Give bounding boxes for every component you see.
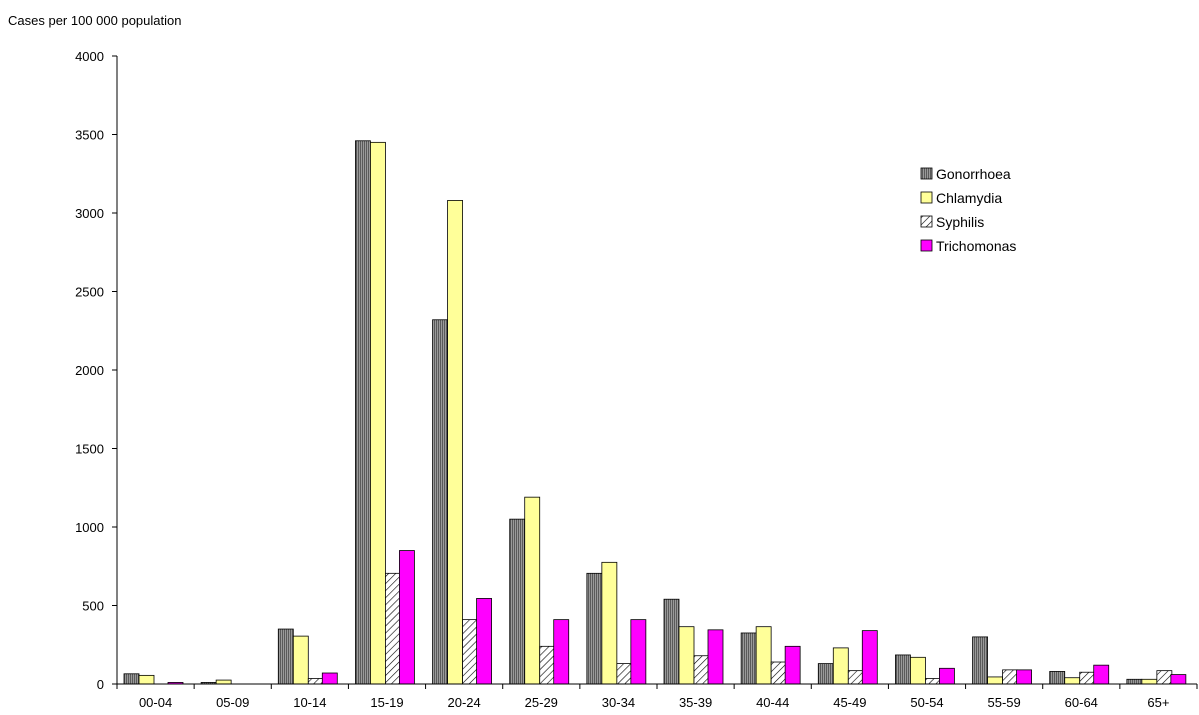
bar-chlamydia-40-44 <box>755 626 772 685</box>
bar-syphilis-60-64 <box>1079 671 1096 685</box>
bar-trichomonas-30-34 <box>630 619 647 685</box>
y-axis-label: Cases per 100 000 population <box>8 13 181 28</box>
bar-chlamydia-05-09 <box>215 679 232 685</box>
bar-chlamydia-25-29 <box>524 496 541 685</box>
x-axis: 00-04 05-09 10-14 15-19 20-24 25-29 30-34 35-39… <box>116 684 1198 710</box>
bar-chlamydia-50-54 <box>910 656 926 685</box>
bar-trichomonas-50-54 <box>939 667 955 685</box>
bar-chlamydia-35-39 <box>678 626 695 685</box>
x-tick-label: 05-09 <box>216 695 249 710</box>
x-tick-label: 65+ <box>1147 695 1169 710</box>
bar-gonorrhoea-20-24 <box>432 319 448 685</box>
bar-gonorrhoea-10-14 <box>277 628 294 685</box>
bar-trichomonas-10-14 <box>321 672 338 685</box>
bar-trichomonas-65+ <box>1170 674 1187 685</box>
bar-chlamydia-20-24 <box>447 200 463 685</box>
bar-syphilis-45-49 <box>847 670 864 685</box>
bar-chlamydia-00-04 <box>138 674 155 685</box>
bar-trichomonas-45-49 <box>861 630 878 685</box>
y-axis: 0 500 1000 1500 2000 2500 3000 3500 4000 <box>75 49 117 692</box>
legend: Gonorrhoea Chlamydia Syphilis Trichomonas <box>920 166 1016 254</box>
bar-syphilis-25-29 <box>539 645 556 685</box>
y-tick-label: 2000 <box>75 363 104 378</box>
legend-label-chlamydia: Chlamydia <box>936 190 1002 206</box>
bar-trichomonas-15-19 <box>399 550 415 685</box>
y-tick-label: 1000 <box>75 520 104 535</box>
bar-gonorrhoea-15-19 <box>355 140 371 685</box>
x-tick-label: 60-64 <box>1065 695 1098 710</box>
x-tick-label: 20-24 <box>448 695 481 710</box>
legend-label-gonorrhoea: Gonorrhoea <box>936 166 1011 182</box>
bar-syphilis-65+ <box>1156 670 1173 685</box>
bar-syphilis-15-19 <box>385 572 401 685</box>
legend-label-trichomonas: Trichomonas <box>936 238 1016 254</box>
bar-trichomonas-55-59 <box>1016 669 1032 685</box>
x-tick-label: 45-49 <box>833 695 866 710</box>
y-tick-label: 3500 <box>75 128 104 143</box>
bar-chlamydia-30-34 <box>601 561 618 685</box>
y-tick-label: 1500 <box>75 442 104 457</box>
bar-chlamydia-10-14 <box>292 635 309 685</box>
y-tick-label: 4000 <box>75 49 104 64</box>
bar-gonorrhoea-35-39 <box>663 598 680 685</box>
x-tick-label: 15-19 <box>370 695 403 710</box>
bar-trichomonas-25-29 <box>553 619 570 685</box>
bar-trichomonas-35-39 <box>707 629 724 685</box>
x-tick-label: 30-34 <box>602 695 635 710</box>
y-tick-label: 500 <box>82 599 104 614</box>
bar-chlamydia-15-19 <box>370 141 386 685</box>
bar-trichomonas-60-64 <box>1093 664 1110 685</box>
y-tick-label: 2500 <box>75 285 104 300</box>
legend-swatch-trichomonas <box>920 239 933 252</box>
bar-gonorrhoea-45-49 <box>817 663 834 685</box>
x-tick-label: 10-14 <box>293 695 326 710</box>
bar-chlamydia-55-59 <box>987 676 1003 685</box>
x-tick-label: 40-44 <box>756 695 789 710</box>
bar-syphilis-20-24 <box>462 619 478 685</box>
x-tick-label: 35-39 <box>679 695 712 710</box>
bar-syphilis-35-39 <box>693 655 710 685</box>
bar-syphilis-55-59 <box>1002 669 1018 685</box>
x-tick-label: 25-29 <box>525 695 558 710</box>
bar-syphilis-10-14 <box>307 678 324 685</box>
x-tick-label: 50-54 <box>910 695 943 710</box>
bar-syphilis-40-44 <box>770 661 787 685</box>
legend-swatch-gonorrhoea <box>920 167 933 180</box>
bar-syphilis-50-54 <box>925 678 941 685</box>
bar-gonorrhoea-40-44 <box>740 632 757 685</box>
bar-gonorrhoea-55-59 <box>972 636 988 685</box>
y-tick-label: 3000 <box>75 206 104 221</box>
bar-trichomonas-20-24 <box>476 598 492 685</box>
bar-gonorrhoea-00-04 <box>123 673 140 685</box>
bar-trichomonas-40-44 <box>784 645 801 685</box>
bars-group <box>123 140 1187 685</box>
bar-gonorrhoea-50-54 <box>895 654 911 685</box>
bar-chlamydia-65+ <box>1141 678 1158 685</box>
bar-gonorrhoea-65+ <box>1126 678 1143 685</box>
bar-syphilis-30-34 <box>616 663 633 685</box>
bar-chlamydia-60-64 <box>1064 677 1081 685</box>
bar-gonorrhoea-25-29 <box>509 518 526 685</box>
y-tick-label: 0 <box>97 677 104 692</box>
bar-gonorrhoea-60-64 <box>1049 671 1066 685</box>
x-tick-label: 55-59 <box>988 695 1021 710</box>
legend-swatch-syphilis <box>920 215 933 228</box>
x-tick-label: 00-04 <box>139 695 172 710</box>
bar-chlamydia-45-49 <box>832 647 849 685</box>
legend-swatch-chlamydia <box>920 191 933 204</box>
bar-gonorrhoea-30-34 <box>586 572 603 685</box>
legend-label-syphilis: Syphilis <box>936 214 984 230</box>
